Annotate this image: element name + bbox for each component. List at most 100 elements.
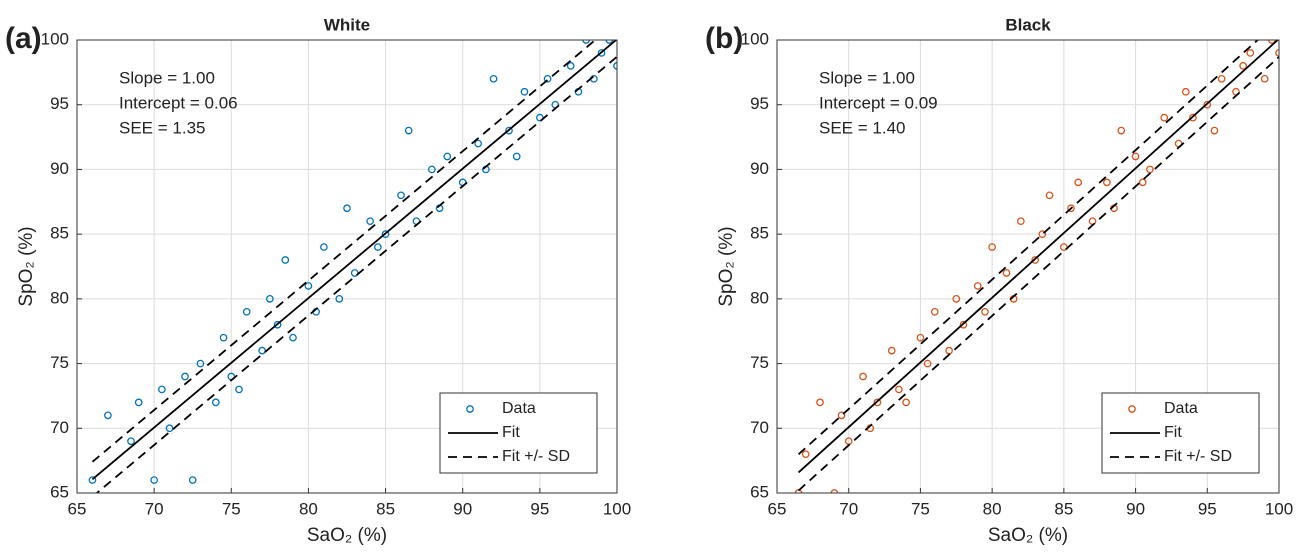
data-point <box>859 372 867 381</box>
x-tick-label: 80 <box>299 499 318 518</box>
plot-marks <box>794 40 1279 493</box>
data-point <box>1016 217 1025 226</box>
data-point <box>335 295 344 303</box>
data-point <box>582 40 590 44</box>
y-tick-label: 100 <box>741 29 769 48</box>
x-tick-label: 90 <box>453 499 472 518</box>
data-point <box>104 411 112 420</box>
y-tick-label: 65 <box>750 482 769 501</box>
x-axis-label: SaO₂ (%) <box>307 525 387 546</box>
data-point <box>895 385 903 394</box>
chart-title: Black <box>1005 15 1051 34</box>
data-point <box>127 437 135 446</box>
data-point <box>381 230 390 238</box>
data-point <box>916 333 925 342</box>
x-tick-label: 65 <box>768 499 787 518</box>
data-point <box>366 217 374 226</box>
data-point <box>952 295 961 303</box>
legend-marker <box>1128 405 1136 413</box>
data-point <box>1275 49 1279 57</box>
data-point <box>304 282 313 290</box>
y-tick-label: 90 <box>750 159 769 178</box>
data-point <box>235 385 243 394</box>
data-point <box>1138 178 1147 187</box>
annotation: Slope = 1.00 <box>119 68 215 87</box>
x-tick-label: 95 <box>530 499 549 518</box>
data-point <box>1002 269 1011 277</box>
data-point <box>902 398 910 407</box>
data-point <box>443 152 452 161</box>
data-point <box>505 126 513 135</box>
data-point <box>1189 113 1197 122</box>
axes-box <box>776 39 1280 494</box>
y-tick-label: 85 <box>50 224 69 243</box>
fit-line <box>91 40 617 480</box>
legend-label: Data <box>1164 400 1198 417</box>
data-point <box>1045 191 1054 200</box>
sd-line <box>91 40 597 463</box>
data-point <box>489 74 498 83</box>
legend-marker <box>466 405 474 413</box>
data-point <box>959 320 968 329</box>
data-point <box>597 49 606 57</box>
y-tick-label: 70 <box>50 418 69 437</box>
data-point <box>428 165 436 174</box>
data-point <box>1210 126 1219 135</box>
data-point <box>158 385 166 394</box>
legend-label: Data <box>502 400 536 417</box>
x-tick-label: 75 <box>911 499 930 518</box>
data-point <box>801 450 810 459</box>
x-tick-label: 70 <box>145 499 164 518</box>
data-point <box>1181 87 1190 96</box>
y-tick-label: 100 <box>41 29 69 48</box>
x-tick-label: 65 <box>68 499 87 518</box>
data-point <box>887 346 896 355</box>
legend-label: Fit +/- SD <box>1164 448 1232 465</box>
y-tick-label: 95 <box>50 94 69 113</box>
data-point <box>1038 230 1047 238</box>
panel-label: (a) <box>5 22 42 55</box>
y-tick-label: 75 <box>50 353 69 372</box>
data-point <box>1067 204 1075 213</box>
data-point <box>404 126 413 135</box>
x-tick-label: 100 <box>603 499 631 518</box>
data-point <box>397 191 405 200</box>
annotation: SEE = 1.35 <box>119 118 205 137</box>
y-tick-label: 95 <box>750 94 769 113</box>
annotation: Slope = 1.00 <box>819 68 915 87</box>
data-point <box>1239 62 1247 70</box>
data-point <box>816 398 824 407</box>
data-point <box>88 476 97 484</box>
data-point <box>1131 152 1140 161</box>
y-tick-label: 65 <box>50 482 69 501</box>
data-point <box>320 243 328 251</box>
data-point <box>1117 126 1126 135</box>
x-tick-label: 100 <box>1265 499 1293 518</box>
axes-box <box>76 39 618 494</box>
data-point <box>134 398 143 407</box>
chart-title: White <box>324 15 370 34</box>
annotation: Intercept = 0.06 <box>119 93 238 112</box>
data-point <box>837 411 846 420</box>
data-point <box>520 87 529 96</box>
panel: 65 70 75 80 85 90 95 100 65 70 75 80 85 90 95 100 White (… <box>5 15 631 546</box>
data-point <box>266 295 274 303</box>
annotation: SEE = 1.40 <box>819 118 905 137</box>
data-point <box>930 307 939 316</box>
x-tick-label: 85 <box>1054 499 1073 518</box>
legend-label: Fit +/- SD <box>502 448 570 465</box>
data-point <box>212 398 220 407</box>
data-point <box>1267 40 1276 44</box>
data-point <box>1246 49 1255 57</box>
data-point <box>181 372 189 381</box>
data-point <box>1031 256 1040 264</box>
data-point <box>873 398 882 407</box>
sd-line <box>797 56 1279 492</box>
data-point <box>474 139 482 148</box>
data-point <box>343 204 351 213</box>
x-tick-label: 90 <box>1126 499 1145 518</box>
data-point <box>1160 113 1169 122</box>
y-tick-label: 80 <box>750 288 769 307</box>
data-point <box>923 359 932 368</box>
